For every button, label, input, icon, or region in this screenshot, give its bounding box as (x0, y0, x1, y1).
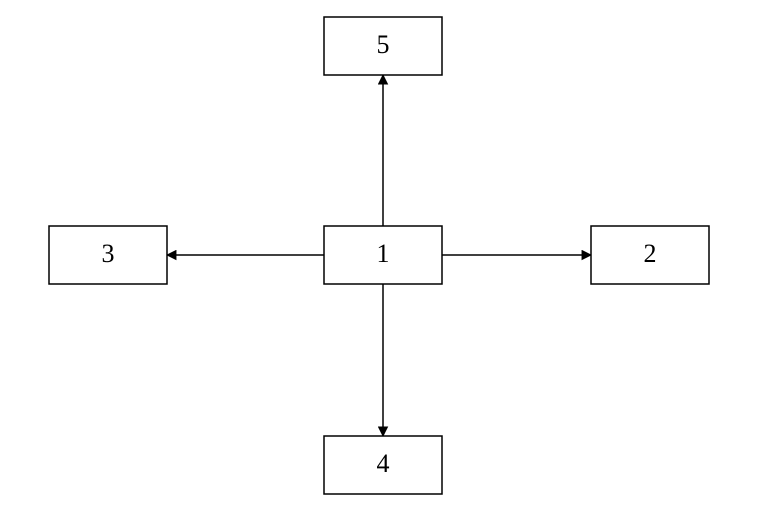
node-n2: 2 (591, 226, 709, 284)
node-n1: 1 (324, 226, 442, 284)
node-n4: 4 (324, 436, 442, 494)
nodes-layer: 1 2 3 4 5 (49, 17, 709, 494)
node-label: 2 (644, 239, 657, 268)
node-label: 5 (377, 30, 390, 59)
node-n3: 3 (49, 226, 167, 284)
node-label: 4 (377, 449, 390, 478)
node-label: 3 (102, 239, 115, 268)
node-label: 1 (377, 239, 390, 268)
node-n5: 5 (324, 17, 442, 75)
diagram-canvas: 1 2 3 4 5 (0, 0, 766, 511)
